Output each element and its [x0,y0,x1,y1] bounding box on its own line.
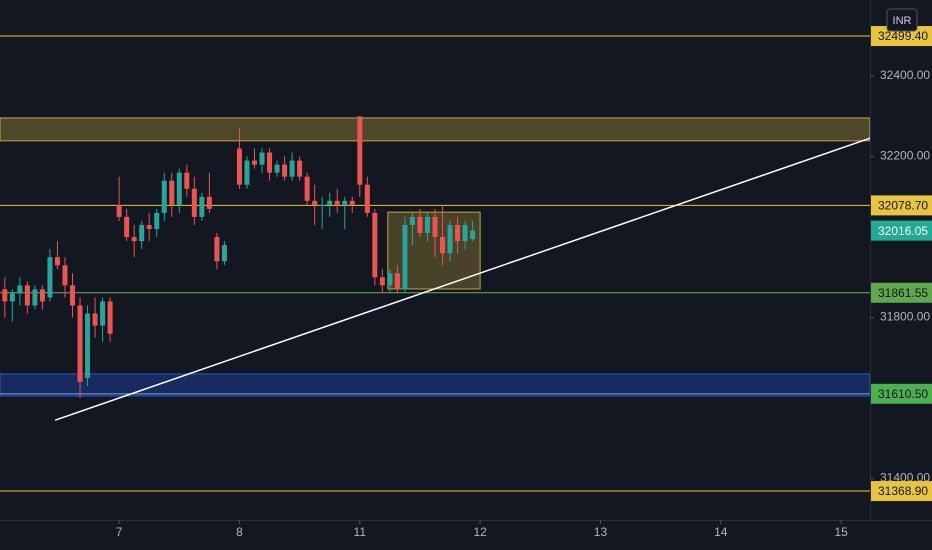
candle-body [252,160,258,165]
candle-body [62,265,68,286]
candle-body [372,212,378,278]
zone [0,117,871,142]
y-tick-label: 32200.00 [880,149,930,163]
candle-body [462,224,468,242]
candle-body [244,160,250,185]
candle-body [357,116,363,185]
candle-body [417,216,423,234]
candle-body [364,184,370,213]
candle-body [206,196,212,209]
candle-body [116,204,122,217]
candle-body [70,285,75,306]
candle-body [282,164,288,177]
candle-body [107,301,113,334]
candle-body [92,313,98,326]
candle-body [199,196,205,217]
candle-body [470,230,476,240]
candle-body [169,180,175,205]
candle-body [297,160,303,177]
candle-body [9,293,15,302]
level-badge-label: 31861.55 [878,286,928,300]
candle-body [17,285,23,294]
candle-body [139,224,145,242]
candle-body [221,245,227,262]
candle-body [312,200,318,205]
candle-body [191,188,197,217]
candle-body [124,216,130,238]
candle-body [54,257,60,266]
candle-body [47,257,53,298]
candle-body [304,176,310,201]
candle-body [236,148,242,185]
candle-body [154,212,160,230]
x-tick-label: 7 [116,525,123,539]
candle-body [131,237,137,242]
candle-body [32,289,38,306]
y-tick-label: 32400.00 [880,68,930,82]
candle-body [440,237,446,254]
currency-box[interactable] [886,8,918,32]
candle-body [85,313,91,378]
candle-body [394,273,400,290]
zone [0,373,871,397]
currency-label[interactable]: INR [893,15,912,27]
candle-body [100,301,106,326]
x-tick-label: 8 [236,525,243,539]
candle-body [334,200,340,205]
candle-body [184,172,190,189]
candle-body [432,216,438,238]
level-badge [871,383,932,404]
candle-body [349,200,355,205]
x-tick-label: 13 [594,525,608,539]
last-price-badge [871,220,932,241]
x-tick-label: 11 [354,525,367,539]
candle-body [146,224,152,230]
candle-body [214,237,220,262]
candle-body [24,285,30,306]
x-tick-label: 14 [714,525,728,539]
candle-body [424,216,430,234]
y-tick-label: 31800.00 [880,310,930,324]
candle-body [402,224,408,290]
level-badge [871,26,932,47]
x-tick-label: 15 [834,525,848,539]
candle-body [342,200,348,205]
plot-area [0,35,871,492]
candle-body [455,224,461,242]
level-badge-label: 32499.40 [878,29,928,43]
candle-body [259,152,265,165]
candle-body [447,224,453,254]
candle-body [267,152,273,173]
candle-body [387,273,393,286]
x-tick-label: 12 [473,525,487,539]
candle-body [77,305,83,382]
candle-body [2,289,8,302]
trendline [54,137,871,421]
level-badge [871,481,932,502]
level-badge-label: 31368.90 [878,484,928,498]
last-price-label: 32016.05 [878,224,928,238]
level-badge-label: 32078.70 [878,199,928,213]
candle-body [289,160,295,177]
level-badge-label: 31610.50 [878,387,928,401]
candle-body [161,180,167,213]
candle-body [409,216,415,225]
candle-body [319,204,325,206]
level-badge [871,195,932,216]
candle-body [176,172,182,205]
candle-body [39,289,45,302]
candle-body [379,277,385,286]
candle-body [274,164,280,173]
level-badge [871,282,932,303]
candle-body [327,200,333,205]
